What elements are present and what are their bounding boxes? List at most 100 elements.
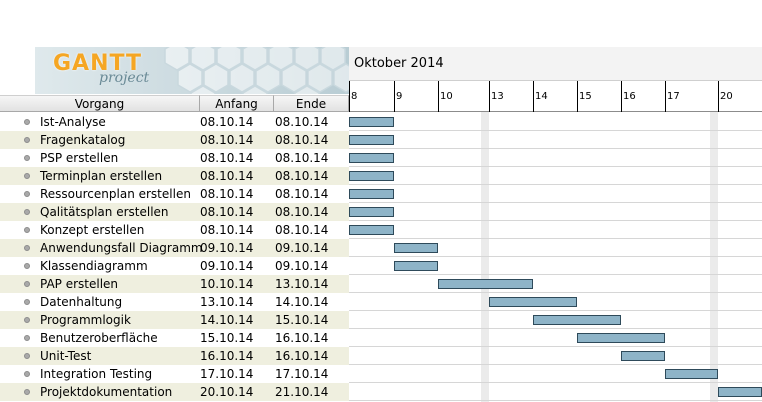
task-table-header: Vorgang Anfang Ende — [0, 95, 349, 112]
task-bar[interactable] — [349, 171, 394, 181]
task-bar[interactable] — [394, 243, 438, 253]
task-row[interactable]: Klassendiagramm 09.10.14 09.10.14 — [0, 257, 349, 275]
task-name: Fragenkatalog — [40, 133, 126, 147]
task-start: 08.10.14 — [200, 169, 254, 183]
day-tick — [489, 81, 490, 112]
row-gridline — [349, 328, 762, 329]
task-bar[interactable] — [349, 189, 394, 199]
day-label: 10 — [440, 91, 453, 102]
task-row[interactable]: Ressourcenplan erstellen 08.10.14 08.10.14 — [0, 185, 349, 203]
task-row[interactable]: Datenhaltung 13.10.14 14.10.14 — [0, 293, 349, 311]
task-bar[interactable] — [349, 117, 394, 127]
day-label: 15 — [579, 91, 592, 102]
task-name: Ist-Analyse — [40, 115, 106, 129]
task-end: 15.10.14 — [275, 313, 329, 327]
task-end: 09.10.14 — [275, 259, 329, 273]
task-row[interactable]: Konzept erstellen 08.10.14 08.10.14 — [0, 221, 349, 239]
task-bar[interactable] — [533, 315, 621, 325]
task-bar[interactable] — [349, 135, 394, 145]
gantt-chart-area[interactable]: Oktober 2014 8 9 10 13 14 15 16 17 20 — [349, 47, 762, 402]
day-label: 20 — [720, 91, 733, 102]
task-name: Konzept erstellen — [40, 223, 145, 237]
task-row[interactable]: Fragenkatalog 08.10.14 08.10.14 — [0, 131, 349, 149]
task-row[interactable]: Benutzeroberfläche 15.10.14 16.10.14 — [0, 329, 349, 347]
task-start: 09.10.14 — [200, 241, 254, 255]
column-header-anfang[interactable]: Anfang — [200, 95, 274, 112]
task-bullet-icon — [24, 209, 30, 215]
day-label: 16 — [623, 91, 636, 102]
day-tick — [577, 81, 578, 112]
task-bullet-icon — [24, 137, 30, 143]
task-row[interactable]: Ist-Analyse 08.10.14 08.10.14 — [0, 113, 349, 131]
task-start: 15.10.14 — [200, 331, 254, 345]
task-end: 16.10.14 — [275, 331, 329, 345]
row-gridline — [349, 130, 762, 131]
task-bar[interactable] — [349, 225, 394, 235]
task-bullet-icon — [24, 389, 30, 395]
task-bar[interactable] — [438, 279, 533, 289]
task-start: 08.10.14 — [200, 133, 254, 147]
task-end: 14.10.14 — [275, 295, 329, 309]
task-bullet-icon — [24, 173, 30, 179]
task-end: 16.10.14 — [275, 349, 329, 363]
task-row[interactable]: Integration Testing 17.10.14 17.10.14 — [0, 365, 349, 383]
task-row[interactable]: Unit-Test 16.10.14 16.10.14 — [0, 347, 349, 365]
task-bar[interactable] — [577, 333, 665, 343]
task-bar[interactable] — [489, 297, 577, 307]
task-name: PAP erstellen — [40, 277, 119, 291]
task-bar[interactable] — [394, 261, 438, 271]
task-row[interactable]: PSP erstellen 08.10.14 08.10.14 — [0, 149, 349, 167]
gantt-project-logo: GANTT project — [35, 47, 349, 94]
task-start: 14.10.14 — [200, 313, 254, 327]
task-end: 08.10.14 — [275, 223, 329, 237]
task-end: 13.10.14 — [275, 277, 329, 291]
task-bar[interactable] — [349, 207, 394, 217]
day-tick — [718, 81, 719, 112]
task-end: 08.10.14 — [275, 115, 329, 129]
task-end: 08.10.14 — [275, 151, 329, 165]
task-row[interactable]: Terminplan erstellen 08.10.14 08.10.14 — [0, 167, 349, 185]
day-tick — [621, 81, 622, 112]
task-start: 08.10.14 — [200, 223, 254, 237]
row-gridline — [349, 148, 762, 149]
task-bar[interactable] — [718, 387, 762, 397]
task-bar[interactable] — [349, 153, 394, 163]
weekend-band — [710, 112, 718, 402]
task-bullet-icon — [24, 371, 30, 377]
task-start: 16.10.14 — [200, 349, 254, 363]
task-bullet-icon — [24, 227, 30, 233]
row-gridline — [349, 346, 762, 347]
task-bullet-icon — [24, 119, 30, 125]
task-end: 08.10.14 — [275, 205, 329, 219]
row-gridline — [349, 184, 762, 185]
task-bullet-icon — [24, 281, 30, 287]
day-label: 8 — [351, 91, 358, 102]
task-start: 08.10.14 — [200, 205, 254, 219]
task-row[interactable]: PAP erstellen 10.10.14 13.10.14 — [0, 275, 349, 293]
row-gridline — [349, 382, 762, 383]
day-tick — [394, 81, 395, 112]
row-gridline — [349, 202, 762, 203]
task-start: 08.10.14 — [200, 151, 254, 165]
task-name: Anwendungsfall Diagramm — [40, 241, 203, 255]
column-header-ende[interactable]: Ende — [274, 95, 349, 112]
row-gridline — [349, 166, 762, 167]
task-name: Klassendiagramm — [40, 259, 148, 273]
task-row[interactable]: Qalitätsplan erstellen 08.10.14 08.10.14 — [0, 203, 349, 221]
logo-project-text: project — [99, 70, 150, 86]
column-header-vorgang[interactable]: Vorgang — [0, 95, 200, 112]
task-start: 08.10.14 — [200, 115, 254, 129]
task-row[interactable]: Projektdokumentation 20.10.14 21.10.14 — [0, 383, 349, 401]
task-bullet-icon — [24, 155, 30, 161]
task-name: Benutzeroberfläche — [40, 331, 158, 345]
task-row[interactable]: Anwendungsfall Diagramm 09.10.14 09.10.14 — [0, 239, 349, 257]
task-row[interactable]: Programmlogik 14.10.14 15.10.14 — [0, 311, 349, 329]
task-name: PSP erstellen — [40, 151, 119, 165]
row-gridline — [349, 238, 762, 239]
task-name: Integration Testing — [40, 367, 153, 381]
task-bullet-icon — [24, 263, 30, 269]
task-name: Terminplan erstellen — [40, 169, 163, 183]
task-bar[interactable] — [621, 351, 665, 361]
task-bar[interactable] — [665, 369, 718, 379]
task-name: Unit-Test — [40, 349, 92, 363]
